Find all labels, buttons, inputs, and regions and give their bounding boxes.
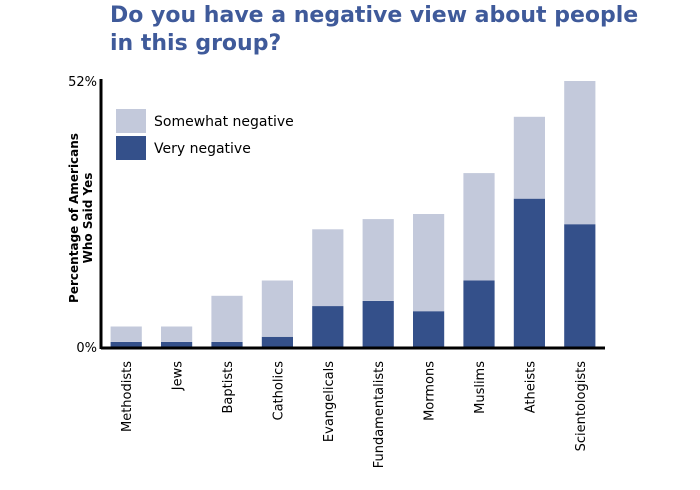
legend-swatch-somewhat-negative <box>116 109 146 133</box>
bar-fundamentalists-very-negative <box>362 301 394 347</box>
category-label-evangelicals: Evangelicals <box>322 361 337 442</box>
category-label-atheists: Atheists <box>523 361 538 413</box>
bar-scientologists-very-negative <box>564 224 596 347</box>
bar-baptists-very-negative <box>211 341 243 347</box>
bar-methodists-somewhat-negative <box>110 326 142 342</box>
category-label-muslims: Muslims <box>473 361 488 414</box>
category-label-mormons: Mormons <box>423 361 438 421</box>
y-tick-label-0: 0% <box>76 341 97 356</box>
bar-mormons-very-negative <box>413 311 445 347</box>
legend-label-very-negative: Very negative <box>154 141 251 157</box>
bar-evangelicals-somewhat-negative <box>312 229 344 306</box>
y-axis-label-line-1: Percentage of Americans <box>67 133 81 303</box>
category-label-catholics: Catholics <box>271 361 286 421</box>
category-label-scientologists: Scientologists <box>574 361 589 452</box>
bar-methodists-very-negative <box>110 341 142 347</box>
bar-catholics-very-negative <box>261 336 293 347</box>
y-tick-label-52: 52% <box>68 75 97 90</box>
chart-title-line-1: Do you have a negative view about people <box>110 3 639 28</box>
bar-catholics-somewhat-negative <box>261 280 293 337</box>
bar-mormons-somewhat-negative <box>413 214 445 312</box>
bar-muslims-somewhat-negative <box>463 173 495 281</box>
bar-jews-somewhat-negative <box>161 326 193 342</box>
chart-title-line-2: in this group? <box>110 31 282 56</box>
bar-baptists-somewhat-negative <box>211 295 243 342</box>
bar-muslims-very-negative <box>463 280 495 347</box>
category-label-methodists: Methodists <box>120 361 135 432</box>
bar-atheists-very-negative <box>513 198 545 347</box>
bar-scientologists-somewhat-negative <box>564 81 596 225</box>
category-label-baptists: Baptists <box>221 361 236 414</box>
bar-evangelicals-very-negative <box>312 306 344 347</box>
category-label-fundamentalists: Fundamentalists <box>372 361 387 469</box>
y-axis-label-line-2: Who Said Yes <box>81 173 95 264</box>
chart-title: Do you have a negative view about people… <box>110 2 670 58</box>
plot-area: Methodists Jews Baptists Catholics Evangelic… <box>68 75 605 468</box>
bar-fundamentalists-somewhat-negative <box>362 219 394 301</box>
category-label-jews: Jews <box>171 361 186 391</box>
bar-jews-very-negative <box>161 341 193 347</box>
legend-swatch-very-negative <box>116 136 146 160</box>
legend-label-somewhat-negative: Somewhat negative <box>154 114 294 130</box>
bar-atheists-somewhat-negative <box>513 116 545 199</box>
